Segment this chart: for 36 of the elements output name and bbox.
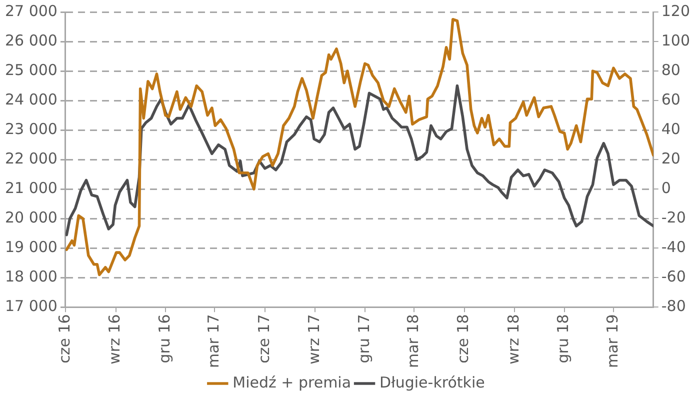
y2-tick-label: 100 [661, 31, 690, 50]
y-tick-label: 27 000 [4, 2, 58, 20]
x-tick-label: mar 18 [404, 314, 422, 368]
y2-tick-label: 60 [661, 90, 680, 108]
x-tick-label: gru 18 [554, 314, 572, 364]
y-tick-label: 25 000 [4, 60, 58, 79]
y2-tick-label: -80 [661, 297, 686, 316]
x-tick-label: gru 16 [155, 314, 174, 364]
x-tick-label: cze 18 [454, 314, 472, 364]
y-tick-label: 20 000 [4, 208, 58, 227]
x-tick-label: cze 16 [55, 314, 74, 364]
y2-tick-label: -40 [661, 238, 686, 256]
x-tick-label: wrz 17 [305, 314, 324, 364]
x-tick-label: mar 19 [603, 314, 622, 368]
x-tick-label: gru 17 [354, 314, 373, 364]
y2-tick-label: 40 [661, 120, 680, 138]
y2-tick-label: -60 [661, 268, 686, 286]
x-tick-label: wrz 18 [504, 314, 522, 364]
y-tick-label: 24 000 [4, 90, 58, 108]
y2-tick-label: 80 [661, 60, 680, 79]
y-tick-label: 23 000 [4, 120, 58, 138]
legend-label: Długie-krótkie [380, 373, 485, 392]
y2-tick-label: 20 [661, 149, 680, 168]
x-tick-label: cze 17 [254, 314, 273, 364]
y-tick-label: 21 000 [4, 178, 58, 197]
legend-label: Miedź + premia [232, 373, 352, 392]
y2-tick-label: 120 [661, 2, 690, 20]
x-tick-label: wrz 16 [106, 314, 124, 364]
y2-tick-label: -20 [661, 208, 686, 227]
x-tick-label: mar 17 [204, 314, 223, 368]
y2-tick-label: 0 [661, 178, 671, 197]
y-tick-label: 19 000 [4, 238, 58, 256]
y-tick-label: 18 000 [4, 268, 58, 286]
y-tick-label: 17 000 [4, 297, 58, 316]
y-tick-label: 26 000 [4, 31, 58, 50]
y-tick-label: 22 000 [4, 149, 58, 168]
